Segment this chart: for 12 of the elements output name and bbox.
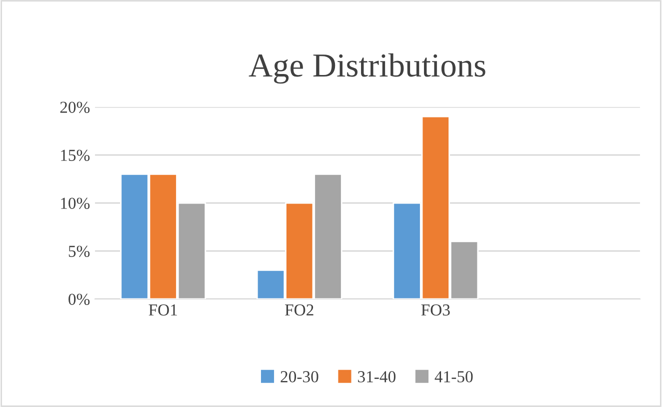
chart-title: Age Distributions (248, 53, 486, 84)
y-tick-label: 20% (60, 102, 90, 113)
y-tick-label: 15% (61, 150, 90, 161)
x-tick-label: FO2 (285, 304, 314, 316)
x-tick-label: FO3 (421, 304, 450, 316)
legend-label: 41-50 (434, 371, 473, 382)
y-tick-label: 5% (68, 246, 90, 257)
legend-label: 20-30 (280, 371, 318, 382)
legend-label: 31-40 (358, 371, 396, 382)
y-tick-label: 0% (68, 294, 90, 305)
y-tick-label: 10% (61, 198, 90, 209)
x-tick-label: FO1 (148, 304, 177, 316)
